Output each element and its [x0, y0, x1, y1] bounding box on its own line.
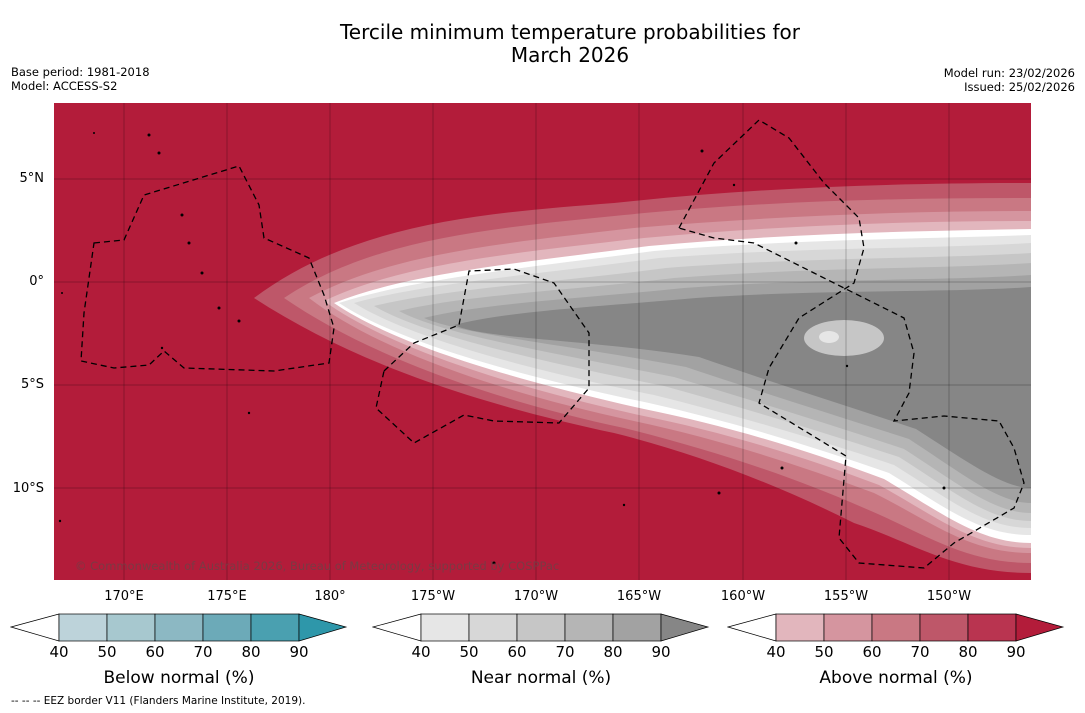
- eez-north: [678, 119, 1025, 569]
- meta-left: Base period: 1981-2018 Model: ACCESS-S2: [11, 65, 150, 93]
- colorbar-segment: [106, 613, 156, 642]
- colorbar-extend-low: [10, 613, 60, 642]
- near-normal-colorbar: [372, 613, 710, 642]
- colorbar-tick-label: 80: [958, 643, 978, 661]
- colorbar-tick-label: 60: [862, 643, 882, 661]
- above-normal-colorbar: [727, 613, 1065, 642]
- lon-label: 150°W: [926, 589, 972, 604]
- title-line-2: March 2026: [510, 43, 630, 67]
- colorbar-segment: [564, 613, 614, 642]
- map-title: Tercile minimum temperature probabilitie…: [0, 21, 1085, 67]
- colorbar-tick-label: 60: [507, 643, 527, 661]
- issued-date: Issued: 25/02/2026: [964, 80, 1075, 94]
- colorbar-segment: [919, 613, 969, 642]
- colorbar-segment: [250, 613, 300, 642]
- colorbar-tick-label: 40: [411, 643, 431, 661]
- colorbar-segment: [202, 613, 252, 642]
- colorbar-extend-high: [660, 613, 710, 642]
- colorbar-tick-label: 50: [814, 643, 834, 661]
- colorbar-tick-label: 50: [97, 643, 117, 661]
- base-period: Base period: 1981-2018: [11, 65, 150, 79]
- lat-label: 5°S: [20, 377, 44, 392]
- colorbar-extend-high: [1015, 613, 1065, 642]
- colorbar-tick-label: 90: [289, 643, 309, 661]
- colorbar-tick-label: 80: [603, 643, 623, 661]
- colorbar-tick-label: 70: [555, 643, 575, 661]
- probability-map: [54, 103, 1031, 580]
- lat-label: 0°: [29, 274, 44, 289]
- colorbar-tick-label: 40: [49, 643, 69, 661]
- lat-label: 10°S: [12, 481, 44, 496]
- eez-footnote: -- -- -- EEZ border V11 (Flanders Marine…: [11, 695, 306, 707]
- model-name: Model: ACCESS-S2: [11, 79, 118, 93]
- colorbar-segment: [823, 613, 873, 642]
- lon-label: 160°W: [720, 589, 766, 604]
- colorbar-segment: [468, 613, 518, 642]
- colorbar-tick-label: 80: [241, 643, 261, 661]
- islands: [58, 132, 946, 565]
- lon-label: 155°W: [823, 589, 869, 604]
- white-patch: [819, 331, 839, 343]
- colorbar-extend-low: [372, 613, 422, 642]
- eez-borders: [80, 119, 1025, 569]
- colorbar-tick-label: 70: [910, 643, 930, 661]
- colorbar-segment: [58, 613, 108, 642]
- colorbar-segment: [967, 613, 1017, 642]
- lon-label: 180°: [314, 589, 346, 604]
- colorbar-title: Below normal (%): [103, 668, 255, 688]
- copyright-notice: © Commonwealth of Australia 2026, Bureau…: [75, 559, 560, 573]
- lon-label: 165°W: [616, 589, 662, 604]
- colorbar-segment: [420, 613, 470, 642]
- colorbar-tick-label: 90: [1006, 643, 1026, 661]
- colorbar-title: Above normal (%): [819, 668, 973, 688]
- eez-central: [375, 268, 590, 444]
- meta-right: Model run: 23/02/2026 Issued: 25/02/2026: [944, 66, 1075, 94]
- band-grey-90: [454, 287, 1031, 488]
- colorbar-tick-label: 70: [193, 643, 213, 661]
- colorbar-segment: [612, 613, 662, 642]
- colorbar-title: Near normal (%): [470, 668, 612, 688]
- colorbar-tick-label: 40: [766, 643, 786, 661]
- lon-label: 175°E: [207, 589, 247, 604]
- lon-label: 170°E: [104, 589, 144, 604]
- below-normal-colorbar: [10, 613, 348, 642]
- colorbar-tick-label: 60: [145, 643, 165, 661]
- lon-label: 170°W: [513, 589, 559, 604]
- colorbar-segment: [871, 613, 921, 642]
- model-run: Model run: 23/02/2026: [943, 66, 1075, 80]
- colorbar-segment: [154, 613, 204, 642]
- lat-label: 5°N: [19, 171, 45, 186]
- title-line-1: Tercile minimum temperature probabilitie…: [339, 20, 801, 44]
- eez-west: [80, 165, 335, 372]
- colorbar-extend-low: [727, 613, 777, 642]
- colorbar-segment: [516, 613, 566, 642]
- colorbar-tick-label: 90: [651, 643, 671, 661]
- light-patch: [804, 320, 884, 356]
- lon-label: 175°W: [410, 589, 456, 604]
- gridlines: [54, 103, 1031, 580]
- colorbar-segment: [775, 613, 825, 642]
- colorbar-tick-label: 50: [459, 643, 479, 661]
- colorbar-extend-high: [298, 613, 348, 642]
